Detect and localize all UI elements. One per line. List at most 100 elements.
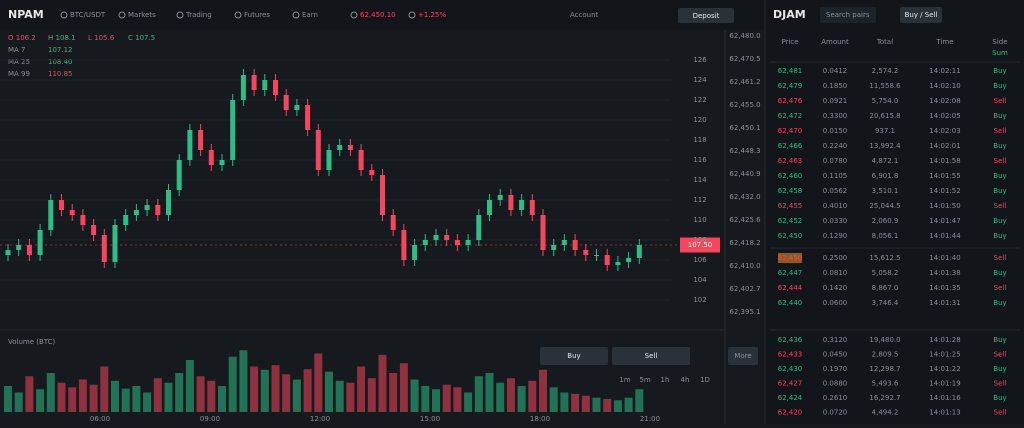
- candle-body: [561, 240, 567, 245]
- volume-bar: [303, 369, 312, 412]
- timeframe[interactable]: 1D: [700, 376, 710, 384]
- cell: Buy: [993, 232, 1006, 240]
- cell: 0.0921: [823, 97, 848, 105]
- menu-item[interactable]: BTC/USDT: [70, 11, 106, 19]
- cell: 14:01:19: [929, 380, 960, 388]
- volume-bar: [57, 382, 66, 412]
- cell: Buy: [993, 172, 1006, 180]
- menu-item[interactable]: Markets: [128, 11, 156, 19]
- side-price: 62,395.1: [729, 308, 760, 316]
- more-label[interactable]: More: [734, 352, 751, 360]
- more-button[interactable]: [728, 347, 758, 365]
- cell: 14:01:25: [929, 351, 960, 359]
- y-tick-label: 116: [693, 156, 707, 164]
- cell: 4,872.1: [872, 157, 899, 165]
- timeframe[interactable]: 1m: [619, 376, 630, 384]
- legend-item: MA 99: [8, 70, 30, 78]
- menu-item[interactable]: Account: [570, 11, 599, 19]
- deposit-label[interactable]: Deposit: [693, 12, 720, 20]
- buy-label[interactable]: Buy: [567, 352, 580, 360]
- y-tick-label: 104: [693, 276, 707, 284]
- menu-item[interactable]: +1.25%: [418, 11, 446, 19]
- menu-item[interactable]: Earn: [302, 11, 318, 19]
- side-panel: [765, 0, 1024, 424]
- cell: 62,479: [778, 82, 803, 90]
- menu-item[interactable]: Futures: [244, 11, 270, 19]
- cell: 0.3120: [823, 336, 848, 344]
- cell: 14:01:38: [929, 269, 960, 277]
- cell: Buy: [993, 394, 1006, 402]
- cell: 0.0330: [823, 217, 848, 225]
- legend-item: 108.40: [48, 58, 73, 66]
- timeframe[interactable]: 1h: [661, 376, 670, 384]
- column-header: Amount: [821, 38, 849, 46]
- timeframe[interactable]: 5m: [639, 376, 650, 384]
- candle-body: [219, 160, 225, 165]
- legend-item: MA 7: [8, 46, 26, 54]
- cell: 14:01:22: [929, 365, 960, 373]
- cell: Buy: [993, 142, 1006, 150]
- y-tick-label: 124: [693, 76, 707, 84]
- side-price: 62,480.0: [729, 32, 760, 40]
- candle-body: [337, 145, 343, 150]
- volume-bar: [442, 384, 451, 412]
- candle-body: [315, 130, 321, 170]
- cell: 11,558.6: [869, 82, 901, 90]
- cell: 0.0720: [823, 409, 848, 417]
- menu-item[interactable]: 62,450.10: [360, 11, 396, 19]
- search-placeholder[interactable]: Search pairs: [826, 11, 870, 19]
- trade-button[interactable]: [900, 7, 942, 23]
- cell: 0.1105: [823, 172, 848, 180]
- sell-button[interactable]: [612, 347, 690, 365]
- candle-body: [326, 150, 332, 170]
- column-header: Side: [992, 38, 1007, 46]
- sell-label[interactable]: Sell: [645, 352, 658, 360]
- legend-item: 110.85: [48, 70, 73, 78]
- cell: 0.0562: [823, 187, 848, 195]
- candle-body: [262, 80, 268, 90]
- volume-bar: [325, 371, 333, 412]
- x-tick-label: 21:00: [640, 415, 660, 423]
- highlight: [778, 253, 802, 263]
- x-tick-label: 12:00: [310, 415, 330, 423]
- cell: 2,809.5: [872, 351, 899, 359]
- candle-body: [5, 250, 11, 255]
- volume-bar: [228, 356, 237, 412]
- volume-bar: [571, 393, 580, 412]
- last-price-label: 107.50: [688, 241, 713, 249]
- cell: 62,430: [778, 365, 803, 373]
- cell: 0.3300: [823, 112, 848, 120]
- legend-item: O 106.2: [8, 34, 36, 42]
- search-box[interactable]: [820, 7, 876, 23]
- cell: 16,292.7: [869, 394, 900, 402]
- candle-body: [198, 130, 204, 150]
- candle-body: [208, 150, 214, 165]
- menu-icon: [350, 11, 358, 19]
- y-tick-label: 106: [693, 256, 707, 264]
- cell: 62,458: [778, 187, 803, 195]
- candle-body: [401, 230, 407, 260]
- cell: 8,056.1: [872, 232, 899, 240]
- volume-bar: [271, 365, 280, 412]
- cell: Sell: [994, 254, 1007, 262]
- volume-bar: [218, 386, 226, 412]
- menu-item[interactable]: Trading: [185, 11, 212, 19]
- timeframe[interactable]: 4h: [681, 376, 690, 384]
- cell: 62,450: [778, 232, 803, 240]
- cell: Sell: [994, 202, 1007, 210]
- cell: Sell: [994, 351, 1007, 359]
- buy-button[interactable]: [540, 347, 608, 365]
- side-price: 62,470.5: [729, 55, 760, 63]
- candle-body: [187, 130, 193, 160]
- trade-label[interactable]: Buy / Sell: [905, 11, 938, 19]
- candle-body: [433, 235, 439, 240]
- cell: 0.0780: [823, 157, 848, 165]
- candle-body: [37, 230, 43, 255]
- cell: 0.0880: [823, 380, 848, 388]
- cell: 0.2610: [823, 394, 848, 402]
- deposit-button[interactable]: [678, 8, 734, 23]
- cell: Buy: [993, 217, 1006, 225]
- volume-bar: [581, 395, 590, 412]
- side-price: 62,461.2: [729, 78, 760, 86]
